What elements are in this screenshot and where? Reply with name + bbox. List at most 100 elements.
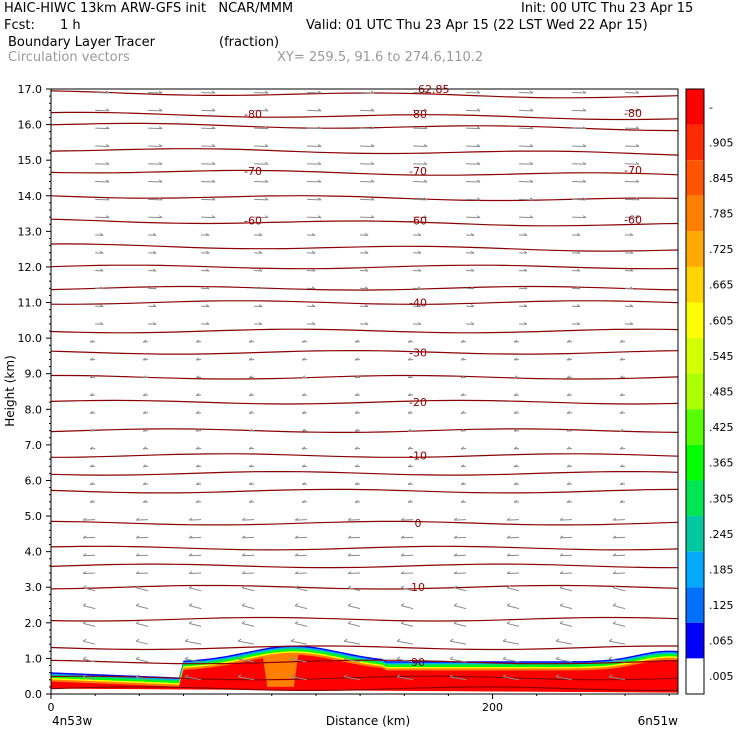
vector-arrow	[89, 428, 96, 432]
vector-arrow	[460, 464, 467, 468]
vector-arrow	[413, 321, 422, 325]
isotherm-line	[51, 169, 678, 176]
vector-arrow	[89, 339, 96, 343]
vector-arrow	[559, 535, 573, 539]
vector-arrow	[519, 215, 534, 219]
isotherm-line	[51, 453, 678, 458]
vector-arrow	[188, 553, 202, 557]
vector-arrow	[184, 638, 202, 645]
vector-arrow	[519, 268, 528, 272]
vector-arrow	[572, 179, 587, 183]
colorbar-swatch	[686, 551, 704, 588]
vector-arrow	[572, 126, 587, 130]
vector-arrow	[413, 179, 428, 183]
vector-arrow	[624, 161, 640, 165]
vector-arrow	[619, 410, 626, 414]
isotherm-label: -70	[244, 165, 262, 178]
colorbar: - .905 .845 .785 .725 .665 .605 .545 .485 .425 .36…	[685, 88, 734, 695]
vector-arrow	[612, 517, 626, 521]
vector-arrow	[241, 535, 255, 539]
vector-arrow	[148, 268, 157, 272]
isotherm-line	[51, 428, 678, 433]
colorbar-label: .065	[709, 635, 734, 648]
vector-arrow	[142, 446, 149, 450]
vector-arrow	[89, 464, 96, 468]
vector-arrow	[201, 232, 210, 236]
vector-arrow	[354, 499, 361, 503]
vector-arrow	[407, 410, 414, 414]
vector-arrow	[624, 197, 640, 201]
vector-arrow	[407, 482, 414, 486]
vector-arrow	[612, 585, 626, 592]
x-end-left: 4n53w	[52, 714, 93, 728]
vector-arrow	[201, 197, 216, 201]
vector-arrow	[519, 232, 528, 236]
vector-arrow	[519, 250, 528, 254]
vector-arrow	[142, 428, 149, 432]
vector-arrow	[506, 603, 520, 610]
vector-arrow	[449, 638, 467, 645]
vector-arrow	[82, 517, 96, 521]
vector-arrow	[619, 446, 626, 450]
vector-arrow	[195, 482, 202, 486]
vector-arrow	[148, 90, 163, 94]
vector-arrow	[566, 357, 573, 361]
colorbar-label: .425	[709, 421, 734, 434]
colorbar-label: .665	[709, 279, 734, 292]
plot-frame	[50, 88, 679, 695]
isotherm-line	[51, 686, 678, 691]
vector-arrow	[254, 90, 269, 94]
vector-arrow	[343, 674, 361, 681]
vector-arrow	[188, 571, 202, 574]
vector-arrow	[466, 250, 475, 254]
vector-arrow	[135, 553, 149, 557]
vector-arrow	[624, 108, 640, 112]
x-tick-label: 200	[482, 701, 503, 714]
vector-arrow	[89, 357, 96, 361]
colorbar-swatch	[686, 587, 704, 623]
vector-arrow	[566, 428, 573, 432]
vector-arrow	[95, 108, 110, 112]
isotherm-label: -80	[244, 108, 262, 121]
top-label: 62.85	[418, 83, 450, 96]
vector-arrow	[135, 674, 149, 681]
y-tick-label: 11.0	[18, 297, 43, 310]
y-tick-label: 16.0	[18, 119, 43, 132]
vector-arrow	[142, 393, 149, 397]
vector-arrow	[360, 232, 369, 236]
vector-arrow	[248, 357, 255, 361]
vector-arrow	[195, 393, 202, 397]
vector-arrow	[555, 638, 573, 645]
vector-arrow	[307, 286, 316, 290]
vector-arrow	[513, 482, 520, 486]
vector-arrow	[294, 535, 308, 539]
colorbar-swatch	[686, 658, 704, 694]
vector-arrow	[254, 286, 263, 290]
vector-arrow	[400, 603, 414, 610]
vector-arrow	[343, 638, 361, 645]
vector-arrow	[624, 250, 634, 254]
isotherm-label: 90	[411, 656, 425, 669]
vector-arrow	[360, 321, 369, 325]
colorbar-label: .305	[709, 492, 734, 505]
vector-arrow	[559, 571, 573, 574]
vector-arrow	[460, 357, 467, 361]
tracer-band-red	[51, 654, 678, 693]
vector-arrow	[407, 393, 414, 397]
vector-arrow	[559, 603, 573, 610]
vector-arrow	[360, 286, 369, 290]
vector-arrow	[513, 428, 520, 432]
vector-arrow	[453, 571, 467, 574]
vector-arrow	[519, 90, 534, 94]
vector-arrow	[89, 375, 96, 379]
vector-arrow	[307, 90, 322, 94]
vector-arrow	[466, 321, 475, 325]
vector-arrow	[608, 656, 626, 663]
isotherm-label: 0	[415, 517, 422, 530]
vector-arrow	[82, 585, 96, 592]
vector-arrow	[566, 446, 573, 450]
vector-arrow	[413, 268, 422, 272]
vector-arrow	[307, 197, 322, 201]
vector-arrow	[254, 304, 263, 308]
vector-arrow	[254, 197, 269, 201]
